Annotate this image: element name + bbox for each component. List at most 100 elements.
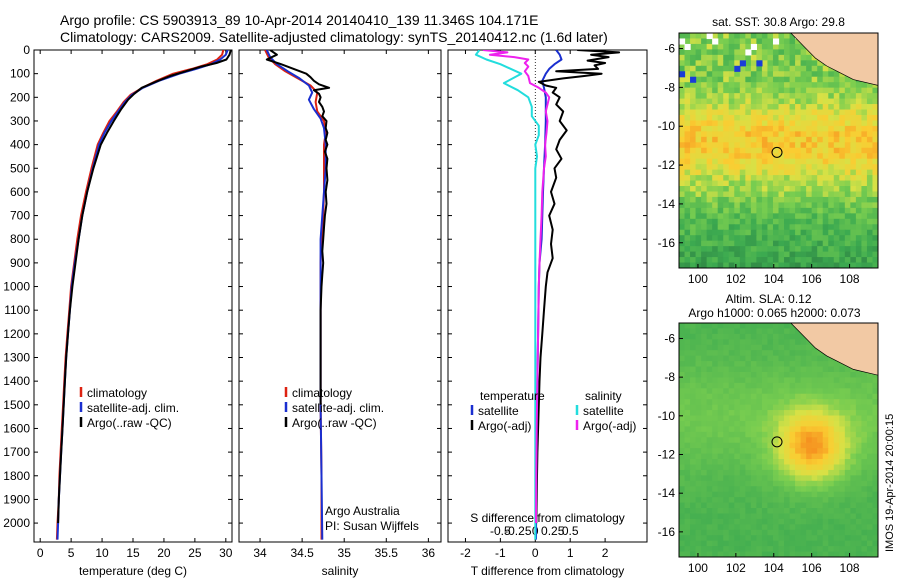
map-cell [866, 448, 874, 455]
map-cell [811, 469, 818, 476]
map-cell [800, 529, 807, 536]
map-cell [695, 486, 702, 493]
map-cell [839, 459, 846, 466]
map-cell [756, 529, 763, 536]
y-tick-label: 1200 [3, 327, 30, 341]
map-cell [761, 218, 769, 225]
map-cell [706, 202, 713, 209]
map-cell [795, 175, 802, 182]
map-cell [795, 120, 802, 127]
map-cell [800, 469, 807, 476]
map-cell [701, 54, 708, 61]
map-cell [850, 136, 857, 143]
map-cell [690, 339, 697, 346]
map-cell [695, 491, 702, 498]
map-cell [861, 415, 868, 422]
map-cell [679, 355, 686, 362]
map-title: Altim. SLA: 0.12 [725, 292, 811, 306]
map-cell [800, 76, 807, 83]
map-cell [728, 323, 735, 330]
map-cell [723, 147, 730, 154]
map-cell [778, 535, 785, 542]
map-cell [750, 38, 757, 45]
map-cell [861, 480, 868, 487]
map-cell [734, 164, 741, 171]
map-cell [761, 399, 769, 406]
map-cell [756, 65, 763, 72]
map-cell [767, 480, 774, 487]
map-cell [817, 93, 824, 100]
map-cell [706, 218, 713, 225]
map-cell [778, 371, 785, 379]
map-cell [717, 371, 724, 379]
map-cell [684, 65, 691, 72]
map-cell [844, 371, 851, 379]
map-cell [690, 371, 697, 379]
map-cell [750, 448, 757, 455]
map-cell [761, 469, 769, 476]
map-cell [695, 502, 702, 509]
map-cell [695, 469, 702, 476]
map-cell [872, 513, 878, 520]
map-cell [701, 371, 708, 379]
map-cell [861, 224, 868, 231]
map-cell [784, 366, 791, 373]
map-cell [822, 196, 829, 204]
map-cell [833, 431, 840, 438]
map-cell [789, 207, 796, 214]
map-cell [772, 153, 780, 160]
map-cell [734, 502, 741, 509]
map-cell [822, 251, 829, 258]
map-cell [866, 480, 874, 487]
map-cell [745, 131, 752, 138]
map-cell [739, 382, 746, 389]
map-cell [745, 540, 752, 547]
map-cell [728, 551, 735, 557]
map-cell [817, 448, 824, 455]
map-cell [839, 142, 846, 149]
map-cell [811, 104, 818, 111]
map-cell [839, 191, 846, 198]
map-cell [844, 180, 851, 187]
map-cell [778, 524, 785, 531]
map-cell [833, 546, 840, 553]
map-cell [767, 546, 774, 553]
map-cell [712, 535, 719, 542]
map-cell [734, 120, 741, 127]
map-cell [828, 246, 835, 253]
map-cell [706, 393, 713, 400]
map-cell [866, 426, 874, 433]
y-tick-label: -8 [664, 370, 675, 384]
map-cell [717, 431, 724, 438]
map-cell [701, 93, 708, 100]
map-cell [712, 328, 719, 335]
map-cell [789, 125, 796, 132]
map-cell [833, 529, 840, 536]
x-tick-label: 35 [338, 546, 352, 560]
map-cell [745, 114, 752, 122]
map-cell [833, 175, 840, 182]
map-cell [701, 71, 708, 78]
map-cell [756, 49, 763, 56]
map-cell [767, 54, 774, 61]
map-cell [861, 229, 868, 236]
map-cell [811, 158, 818, 165]
map-cell [717, 191, 724, 198]
map-cell [734, 49, 741, 56]
y-tick-label: 1900 [3, 492, 30, 506]
map-cell [728, 175, 735, 182]
map-cell [872, 191, 878, 198]
map-cell [844, 229, 851, 236]
map-cell [717, 524, 724, 531]
map-cell [728, 410, 735, 417]
map-cell [800, 120, 807, 127]
map-cell [866, 393, 874, 400]
map-cell [784, 76, 791, 83]
map-cell [734, 333, 741, 340]
map-cell [789, 328, 796, 335]
map-cell [728, 431, 735, 438]
map-cell [701, 246, 708, 253]
map-cell [684, 540, 691, 547]
map-cell [750, 147, 757, 154]
map-cell [800, 186, 807, 193]
